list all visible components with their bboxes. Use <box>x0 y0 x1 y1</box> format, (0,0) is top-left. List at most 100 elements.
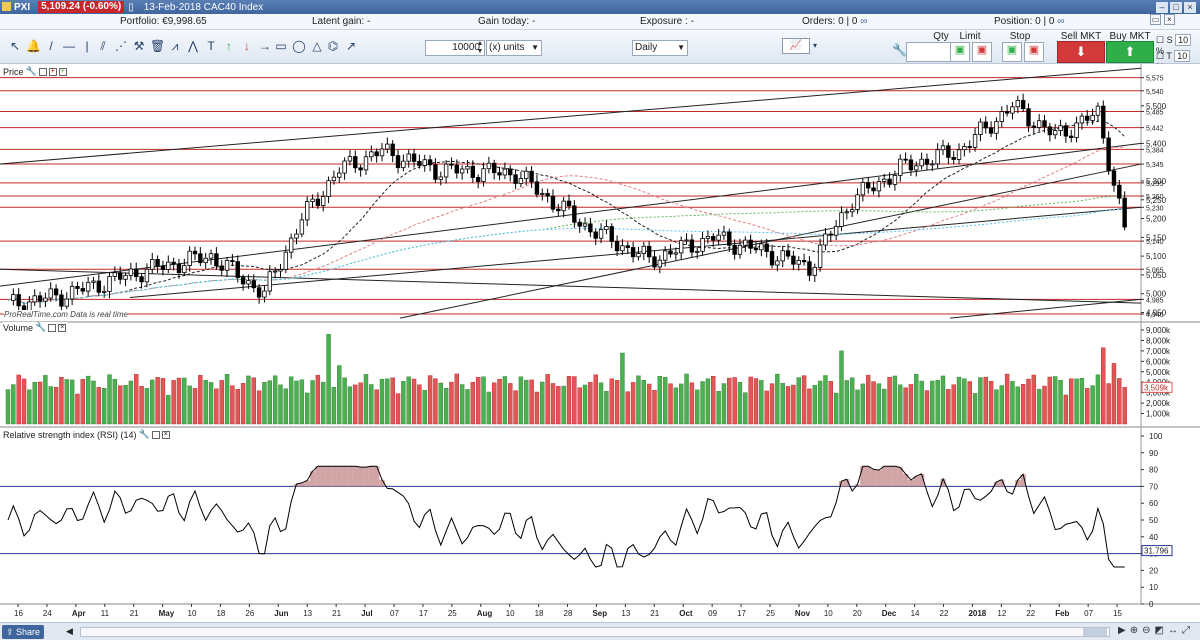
magic-wand-icon[interactable]: ↗ <box>345 39 357 53</box>
volume-bar <box>711 375 716 425</box>
buy-stop-icon[interactable]: ▣ <box>1002 42 1022 62</box>
stop-loss-setting[interactable]: ☐ S 10 % <box>1156 34 1200 56</box>
text-icon[interactable]: T <box>207 39 215 53</box>
horizontal-line-icon[interactable]: — <box>63 39 75 53</box>
volume-panel-header[interactable]: Volume 🔧 × <box>3 322 69 333</box>
polygon-icon[interactable]: ⌬ <box>327 39 339 53</box>
exposure-info: Exposure : - <box>640 16 694 27</box>
position-info[interactable]: Position: 0 | 0 ∞ <box>994 16 1065 27</box>
vertical-line-icon[interactable]: | <box>85 39 89 53</box>
volume-bar <box>310 380 315 425</box>
tools-icon[interactable]: ⚒ <box>133 39 145 53</box>
candle-body <box>107 276 112 292</box>
gain-today-info: Gain today: - <box>478 16 536 27</box>
orders-info[interactable]: Orders: 0 | 0 ∞ <box>802 16 868 27</box>
volume-bar <box>128 380 134 425</box>
volume-bar <box>363 374 369 425</box>
volume-bar <box>684 373 689 425</box>
rsi-overbought-fill <box>902 473 909 487</box>
scroll-right-icon[interactable]: ▶ <box>1118 625 1126 636</box>
maximize-panel-icon[interactable] <box>151 430 160 439</box>
horizontal-scrollbar[interactable] <box>80 627 1110 637</box>
fibonacci-icon[interactable]: ⩘ <box>171 39 179 53</box>
price-panel-header[interactable]: Price 🔧 + + <box>3 66 69 77</box>
indicators-dropdown-icon[interactable]: ▾ <box>812 41 817 50</box>
wrench-icon[interactable]: 🔧 <box>35 322 47 332</box>
volume-bar <box>1106 383 1111 425</box>
close-panel-icon[interactable]: × <box>58 323 67 332</box>
add-indicator-icon[interactable]: + <box>48 67 57 76</box>
candle-body <box>924 158 930 165</box>
candle-body <box>882 178 887 182</box>
buy-arrow-icon[interactable]: ↑ <box>226 39 232 53</box>
channel-icon[interactable]: ⫽ <box>100 39 106 53</box>
volume-bar <box>1101 347 1106 425</box>
triangle-icon[interactable]: △ <box>312 39 322 53</box>
trash-icon[interactable]: 🗑 <box>150 39 166 53</box>
volume-axis-label: 1,000k <box>1146 410 1171 419</box>
period-select[interactable]: Daily ▼ <box>632 40 688 56</box>
sell-market-button[interactable]: ⬇ <box>1057 41 1105 63</box>
volume-bar <box>545 374 550 425</box>
volume-bar <box>144 388 150 425</box>
volume-bar <box>1079 378 1085 425</box>
price-axis-label: 5,384 <box>1146 147 1164 154</box>
volume-bar <box>1010 381 1015 425</box>
close-button[interactable]: × <box>1184 1 1196 13</box>
wrench-icon[interactable]: 🔧 <box>25 66 37 76</box>
zoom-out-icon[interactable]: ⊖ <box>1142 625 1151 636</box>
cursor-icon[interactable]: ↖ <box>9 39 21 53</box>
volume-bar <box>737 382 743 425</box>
share-button[interactable]: ⇪ Share <box>2 625 45 639</box>
scroll-thumb[interactable] <box>1083 628 1107 636</box>
sell-arrow-icon[interactable]: ↓ <box>244 39 250 53</box>
volume-bar <box>411 378 417 425</box>
zigzag-icon[interactable]: ⋀ <box>188 39 198 53</box>
volume-bar <box>775 373 780 425</box>
scroll-left-icon[interactable]: ◀ <box>66 626 73 636</box>
link-icon[interactable]: ▯ <box>128 1 134 13</box>
wrench-icon[interactable]: 🔧 <box>138 429 150 439</box>
rectangle-icon[interactable]: ▭ <box>275 39 287 53</box>
rsi-panel-header[interactable]: Relative strength index (RSI) (14) 🔧 × <box>3 429 172 440</box>
expand-icon[interactable]: ⤢ <box>1181 625 1190 636</box>
arrow-right-icon[interactable]: → <box>259 39 271 53</box>
price-axis-label: 5,260 <box>1146 194 1164 201</box>
volume-bar <box>502 376 508 425</box>
candle-body <box>860 182 866 196</box>
maximize-button[interactable]: □ <box>1170 1 1182 13</box>
trendline-icon[interactable]: / <box>49 39 53 53</box>
maximize-panel-icon[interactable] <box>38 67 47 76</box>
candle-body <box>272 270 278 273</box>
close-panel-icon[interactable]: × <box>161 430 170 439</box>
moving-average-line <box>7 146 1125 304</box>
candle-body <box>96 280 102 293</box>
add-overlay-icon[interactable]: + <box>58 67 67 76</box>
ellipse-icon[interactable]: ◯ <box>292 39 306 53</box>
fit-icon[interactable]: ↔ <box>1167 625 1178 636</box>
info-window-buttons[interactable]: ▭ × <box>1150 14 1175 25</box>
candle-body <box>556 208 561 212</box>
price-axis-label: 5,065 <box>1146 267 1164 274</box>
units-select[interactable]: (x) units ▼ <box>486 40 542 56</box>
buy-market-button[interactable]: ⬆ <box>1106 41 1154 63</box>
alert-bell-icon[interactable]: 🔔 <box>26 39 41 53</box>
maximize-panel-icon[interactable] <box>48 323 57 332</box>
quantity-spinner[interactable]: ▲ ▼ <box>476 40 484 55</box>
indicators-icon[interactable]: 📈 <box>782 38 810 54</box>
wrench-icon[interactable]: 🔧 <box>892 43 907 57</box>
sell-limit-icon[interactable]: ▣ <box>972 42 992 62</box>
minimize-button[interactable]: – <box>1156 1 1168 13</box>
fan-icon[interactable]: ⋰ <box>115 39 127 53</box>
zoom-in-icon[interactable]: ⊕ <box>1129 625 1139 636</box>
chart-settings-icon[interactable]: ◩ <box>1154 625 1164 636</box>
rsi-overbought-fill <box>299 482 305 487</box>
chart-area[interactable]: 5,575 5,540 5,500 5,485 5,442 5,400 5,384 5,345… <box>0 64 1200 622</box>
quantity-input[interactable]: 10000 <box>425 40 485 56</box>
buy-limit-icon[interactable]: ▣ <box>950 42 970 62</box>
sell-stop-icon[interactable]: ▣ <box>1024 42 1044 62</box>
candle-body <box>1042 120 1047 128</box>
x-axis-label: 21 <box>130 609 139 618</box>
portfolio-info: Portfolio: €9,998.65 <box>120 16 207 27</box>
